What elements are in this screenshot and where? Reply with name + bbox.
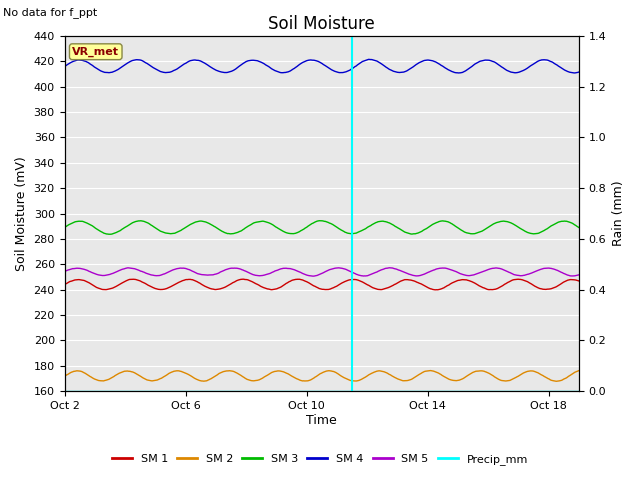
Y-axis label: Soil Moisture (mV): Soil Moisture (mV) — [15, 156, 28, 271]
Text: No data for f_ppt: No data for f_ppt — [3, 7, 97, 18]
X-axis label: Time: Time — [307, 414, 337, 427]
Title: Soil Moisture: Soil Moisture — [268, 15, 375, 33]
Text: VR_met: VR_met — [72, 47, 119, 57]
Legend: SM 1, SM 2, SM 3, SM 4, SM 5, Precip_mm: SM 1, SM 2, SM 3, SM 4, SM 5, Precip_mm — [108, 450, 532, 469]
Y-axis label: Rain (mm): Rain (mm) — [612, 180, 625, 246]
